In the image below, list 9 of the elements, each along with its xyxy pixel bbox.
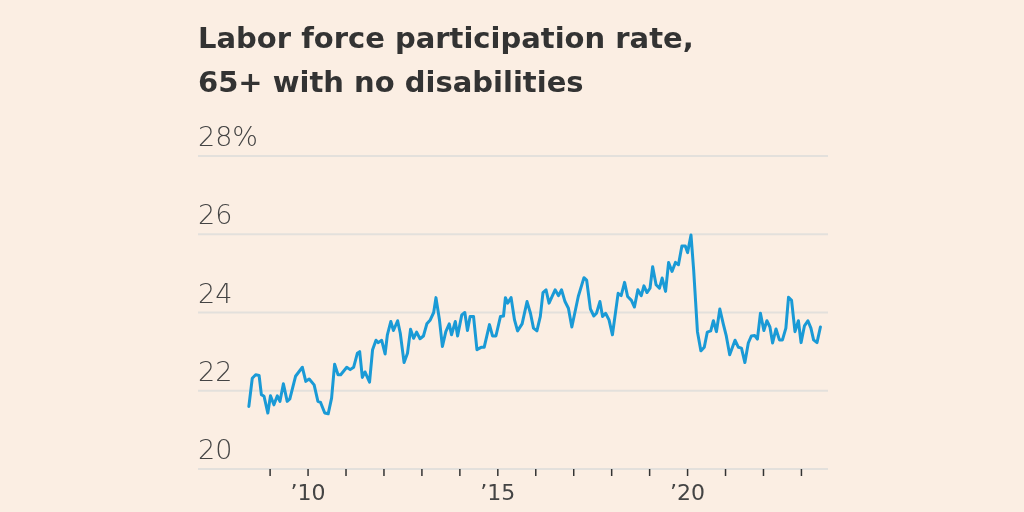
x-tick-label: ’20	[670, 479, 706, 505]
y-tick-label: 22	[198, 355, 233, 387]
y-tick-label: 28%	[198, 121, 259, 152]
y-tick-label: 26	[198, 199, 233, 231]
chart-title: Labor force participation rate, 65+ with no disabilities	[198, 20, 694, 101]
x-tick-label: ’15	[480, 479, 516, 505]
y-tick-label: 20	[198, 434, 233, 465]
x-tick-label: ’10	[290, 479, 326, 505]
y-tick-label: 24	[198, 277, 233, 309]
